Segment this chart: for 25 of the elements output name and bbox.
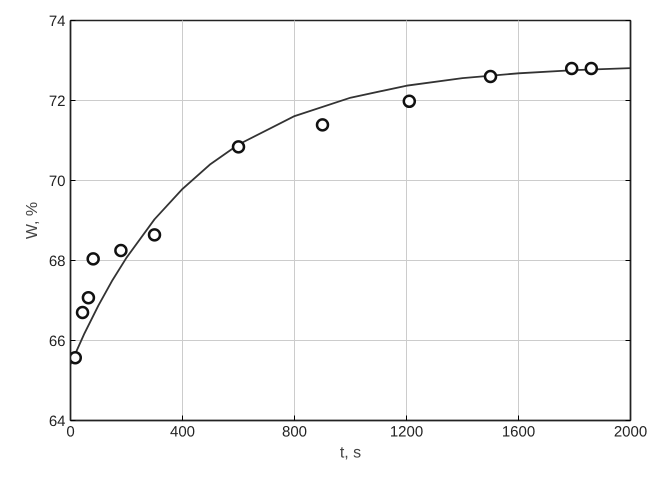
point [86, 252, 100, 266]
x-axis-title: t, s [340, 444, 362, 462]
x-tick-label: 400 [170, 424, 196, 440]
y-tick-label: 74 [48, 13, 66, 30]
y-tick-label: 70 [48, 173, 66, 190]
point [484, 70, 498, 84]
x-tick-label: 2000 [614, 424, 648, 440]
point [564, 62, 578, 76]
point [76, 306, 90, 320]
point [232, 140, 246, 154]
y-tick-label: 64 [48, 413, 66, 430]
x-tick-label: 0 [66, 424, 75, 440]
point [148, 228, 162, 242]
point [316, 118, 330, 132]
point [82, 290, 96, 304]
x-tick-label: 800 [282, 424, 308, 440]
point [114, 244, 128, 258]
y-tick-label: 66 [48, 333, 66, 350]
y-axis-title: W, % [24, 202, 41, 240]
x-tick-label: 1600 [502, 424, 536, 440]
y-tick-label: 72 [48, 93, 66, 110]
x-tick-label: 1200 [390, 424, 424, 440]
point [584, 62, 598, 76]
y-tick-label: 68 [48, 253, 66, 270]
point [402, 94, 416, 108]
